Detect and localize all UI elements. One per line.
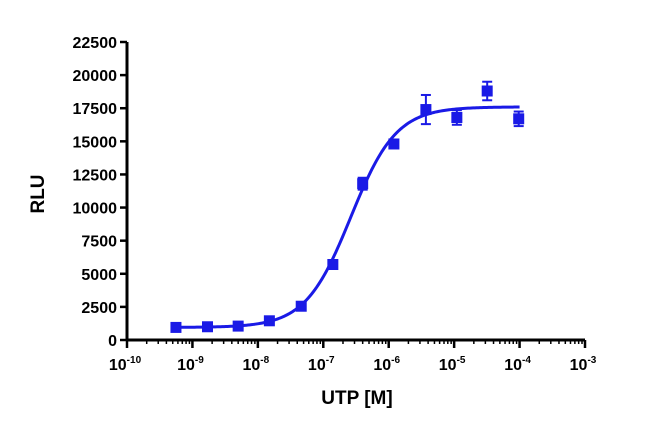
x-tick-label: 10-4 xyxy=(504,355,531,374)
data-point xyxy=(170,321,182,333)
data-point xyxy=(327,259,339,271)
y-axis-title: RLU xyxy=(28,174,49,213)
data-point xyxy=(513,110,525,128)
data-point xyxy=(388,138,400,150)
fit-curve-group xyxy=(175,105,520,329)
point-marker xyxy=(451,111,463,123)
data-point xyxy=(420,93,432,126)
x-tick-label: 10-6 xyxy=(373,355,400,374)
y-tick-label: 0 xyxy=(108,333,117,350)
point-marker xyxy=(420,104,432,116)
data-point xyxy=(232,320,244,332)
y-tick-label: 20000 xyxy=(73,68,118,85)
y-tick-label: 2500 xyxy=(81,300,117,317)
x-tick-label: 10-8 xyxy=(243,355,270,374)
point-marker xyxy=(327,259,339,271)
point-marker xyxy=(388,138,400,150)
point-marker xyxy=(202,321,214,333)
point-marker xyxy=(232,320,244,332)
x-tick-label: 10-10 xyxy=(109,355,142,374)
y-tick-label: 7500 xyxy=(81,234,117,251)
point-marker xyxy=(263,315,275,327)
x-tick-label: 10-7 xyxy=(308,355,335,374)
x-tick-label: 10-5 xyxy=(439,355,466,374)
y-tick-label: 10000 xyxy=(73,201,118,218)
x-tick-label: 10-9 xyxy=(177,355,204,374)
data-point xyxy=(481,80,493,102)
point-marker xyxy=(170,321,182,333)
chart-axes xyxy=(125,42,585,342)
y-tick-label: 17500 xyxy=(73,101,118,118)
data-points xyxy=(170,80,525,333)
data-point xyxy=(451,109,463,126)
data-point xyxy=(202,321,214,333)
x-axis-ticks: 10-10 10-9 10-8 10-7 10-6 10-5 10-4 10-3 xyxy=(109,340,597,374)
y-tick-label: 12500 xyxy=(73,167,118,184)
y-tick-label: 15000 xyxy=(73,134,118,151)
data-point xyxy=(357,176,369,191)
y-tick-label: 5000 xyxy=(81,267,117,284)
fit-curve xyxy=(175,105,520,329)
data-point xyxy=(295,300,307,312)
y-axis-ticks: 0 2500 5000 7500 10000 12500 15000 17500 20000 22… xyxy=(73,35,127,350)
data-point xyxy=(263,315,275,327)
x-axis-title: UTP [M] xyxy=(321,388,392,409)
y-tick-label: 22500 xyxy=(73,35,118,52)
point-marker xyxy=(513,113,525,125)
point-marker xyxy=(295,300,307,312)
x-tick-label: 10-3 xyxy=(570,355,597,374)
point-marker xyxy=(481,85,493,97)
point-marker xyxy=(357,178,369,190)
